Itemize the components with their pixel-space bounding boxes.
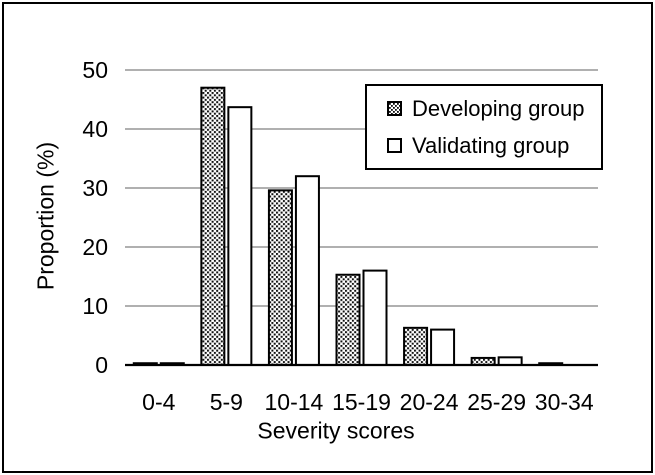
x-axis-title: Severity scores xyxy=(257,417,415,444)
x-tick-label: 25-29 xyxy=(467,389,526,415)
y-tick-label: 50 xyxy=(82,57,108,83)
bar-developing-group xyxy=(403,326,429,366)
validating-swatch-icon xyxy=(387,138,402,153)
legend-label-validating: Validating group xyxy=(412,132,570,158)
y-tick-label: 30 xyxy=(82,175,108,201)
legend: Developing group Validating group xyxy=(365,84,603,170)
y-tick-label: 0 xyxy=(95,352,108,378)
bar-validating-group xyxy=(362,269,388,367)
legend-label-developing: Developing group xyxy=(412,95,585,121)
bar-developing-group xyxy=(200,86,226,366)
x-tick-label: 30-34 xyxy=(535,389,594,415)
y-tick-label: 20 xyxy=(82,234,108,260)
bar-validating-group xyxy=(497,356,523,366)
x-tick-label: 5-9 xyxy=(210,389,243,415)
bar-developing-group xyxy=(335,273,361,367)
axes: 0 10 20 30 40 50 0-4 5-9 10-14 15-19 20-24 25-29 30-… xyxy=(82,57,598,415)
developing-pattern-swatch-icon xyxy=(387,101,402,116)
bar-validating-group xyxy=(294,175,320,366)
bar-developing-group xyxy=(267,189,293,366)
x-tick-label: 15-19 xyxy=(332,389,391,415)
y-tick-label: 40 xyxy=(82,116,108,142)
x-tick-label: 10-14 xyxy=(265,389,324,415)
x-tick-label: 0-4 xyxy=(142,389,175,415)
legend-item-validating: Validating group xyxy=(387,133,597,159)
x-tick-label: 20-24 xyxy=(400,389,459,415)
y-axis-title: Proportion (%) xyxy=(32,141,59,291)
bar-validating-group xyxy=(430,328,456,367)
legend-item-developing: Developing group xyxy=(387,96,597,122)
bar-validating-group xyxy=(227,106,253,366)
y-tick-label: 10 xyxy=(82,293,108,319)
